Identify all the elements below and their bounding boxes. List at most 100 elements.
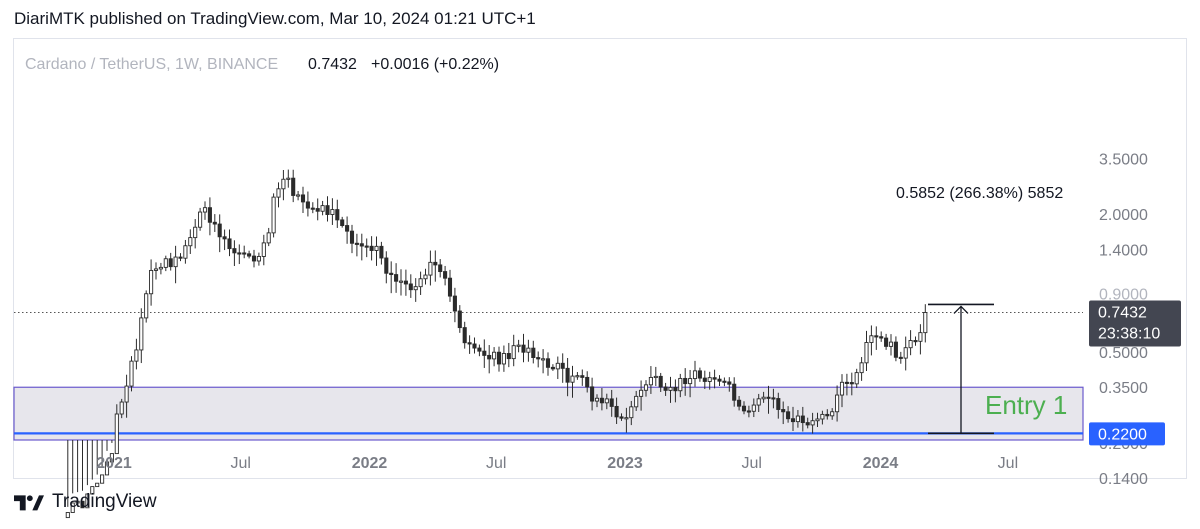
candle (139, 308, 144, 364)
candle-body (697, 370, 702, 379)
candle (276, 182, 281, 208)
candle-body (438, 264, 443, 273)
candle-body (129, 360, 134, 387)
candle (124, 374, 129, 418)
candle-body (242, 252, 247, 255)
candle (849, 372, 854, 396)
candle (394, 263, 399, 293)
candle-body (487, 354, 492, 360)
candle-body (653, 375, 658, 379)
measure-tool[interactable]: 0.5852 (266.38%) 5852 (884, 174, 1090, 435)
candle (702, 370, 707, 390)
candle-body (810, 420, 815, 426)
candle-body (261, 242, 266, 257)
candle (413, 278, 418, 302)
candle (144, 290, 149, 323)
candle (482, 339, 487, 368)
candle-body (506, 353, 511, 360)
candle (609, 389, 614, 417)
candle-body (614, 405, 619, 418)
candle-body (428, 261, 433, 276)
candle (653, 366, 658, 386)
candle-body (379, 245, 384, 259)
publisher-header: DiariMTK published on TradingView.com, M… (14, 9, 536, 28)
candle-body (668, 386, 673, 391)
candle (722, 377, 727, 387)
candle-body (85, 493, 90, 509)
candle-body (839, 381, 845, 396)
candle-body (320, 205, 325, 212)
candle (129, 356, 134, 392)
candle-body (658, 375, 663, 388)
last-price-label-box (1089, 300, 1181, 347)
candle-body (884, 337, 889, 347)
last-price-label: 0.7432 (1098, 304, 1147, 321)
candle-body (462, 327, 467, 344)
candle-body (692, 370, 698, 380)
candle (751, 398, 756, 418)
candle (825, 409, 830, 420)
candle (741, 401, 747, 415)
candle-body (604, 398, 609, 404)
time-tick-label: Jul (230, 455, 250, 472)
candle-body (65, 512, 70, 519)
time-tick-label: Jul (741, 455, 761, 472)
candle (198, 207, 203, 231)
candle-body (251, 255, 257, 262)
candle-body (266, 232, 271, 244)
candle-body (575, 375, 580, 378)
candle (805, 417, 810, 429)
candle-body (776, 398, 781, 410)
candle (844, 373, 849, 396)
candle-body (75, 500, 80, 504)
support-zone (13, 386, 1084, 441)
candle-body (227, 238, 232, 250)
candle-body (766, 396, 771, 399)
candle (173, 245, 178, 284)
candle (717, 375, 722, 387)
candle-body (707, 377, 712, 382)
candle-body (477, 347, 482, 352)
candle-body (560, 362, 565, 369)
candle-body (222, 236, 227, 240)
candle-body (643, 384, 649, 391)
candle-body (570, 375, 575, 383)
symbol-change: +0.0016 (+0.22%) (371, 56, 499, 73)
candle (683, 368, 688, 396)
candle (511, 334, 516, 367)
candle (761, 391, 766, 403)
candle (251, 249, 257, 268)
candle-body (291, 177, 296, 196)
candle-body (300, 194, 306, 203)
candle-body (345, 225, 350, 232)
candle (281, 169, 286, 201)
candle (658, 372, 663, 392)
price-tick-label: 3.5000 (1099, 152, 1148, 169)
candle (212, 214, 217, 232)
candle-body (340, 219, 345, 226)
candle (315, 198, 320, 221)
candle (854, 368, 859, 388)
candle-body (869, 335, 874, 343)
candle (462, 321, 467, 349)
candle-body (256, 256, 261, 262)
candle (624, 407, 629, 433)
time-axis[interactable]: 2021 Jul 2022 Jul 2023 Jul 2024 Jul (96, 455, 1018, 472)
candle-body (874, 335, 879, 338)
candle-body (565, 367, 570, 383)
candle (472, 337, 477, 354)
candle-body (124, 385, 129, 403)
candle-body (418, 278, 423, 288)
candle (403, 269, 408, 296)
candle-body (168, 258, 173, 268)
candle-body (702, 377, 707, 382)
candle-body (188, 237, 193, 247)
candle-body (732, 383, 737, 401)
candles-group (65, 169, 928, 519)
candle-body (325, 205, 330, 215)
candle (423, 268, 428, 285)
candle-body (163, 258, 168, 268)
price-axis[interactable]: 3.50002.00001.40000.50000.35000.20000.14… (1099, 152, 1148, 489)
price-tick-label: 0.3500 (1099, 380, 1148, 397)
